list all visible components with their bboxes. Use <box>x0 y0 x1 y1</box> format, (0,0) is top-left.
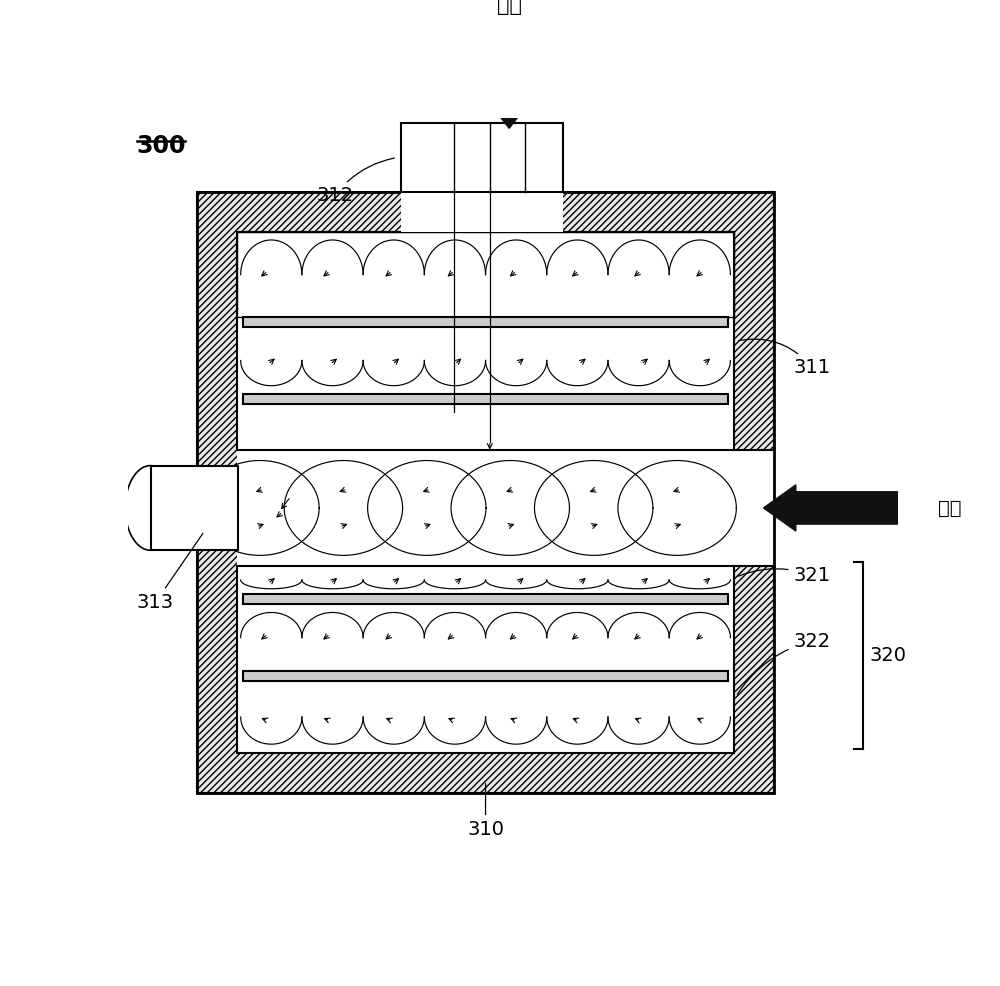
Bar <box>197 192 774 793</box>
Bar <box>243 394 728 404</box>
Bar <box>494 47 525 52</box>
Bar <box>911 489 918 528</box>
Bar <box>237 233 734 317</box>
FancyArrow shape <box>764 485 898 531</box>
Bar <box>237 566 734 752</box>
Text: 322: 322 <box>737 632 831 694</box>
Text: 机油: 机油 <box>497 0 522 15</box>
Bar <box>494 34 525 38</box>
Text: 313: 313 <box>137 533 203 612</box>
Text: 320: 320 <box>869 646 906 665</box>
Text: 321: 321 <box>738 566 831 585</box>
Bar <box>237 233 734 451</box>
Text: 312: 312 <box>316 158 394 205</box>
Bar <box>237 233 734 317</box>
Bar <box>197 465 241 550</box>
Bar <box>243 671 728 681</box>
Bar <box>494 27 525 32</box>
Text: 300: 300 <box>137 134 186 159</box>
Text: 310: 310 <box>467 784 504 839</box>
Bar <box>734 451 778 566</box>
Bar <box>901 489 908 528</box>
Bar <box>237 233 734 752</box>
Bar <box>401 123 563 192</box>
Bar <box>197 192 774 793</box>
Bar <box>494 40 525 45</box>
Bar <box>241 236 730 314</box>
Bar <box>243 595 728 604</box>
Text: 空气: 空气 <box>938 499 961 518</box>
Bar <box>921 489 928 528</box>
Text: 311: 311 <box>739 339 831 378</box>
FancyArrow shape <box>490 55 528 128</box>
Bar <box>401 188 563 233</box>
Bar <box>243 317 728 327</box>
Bar <box>151 465 238 550</box>
